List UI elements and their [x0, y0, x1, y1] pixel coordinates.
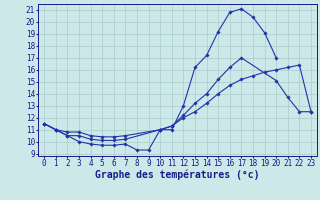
X-axis label: Graphe des températures (°c): Graphe des températures (°c)	[95, 170, 260, 180]
